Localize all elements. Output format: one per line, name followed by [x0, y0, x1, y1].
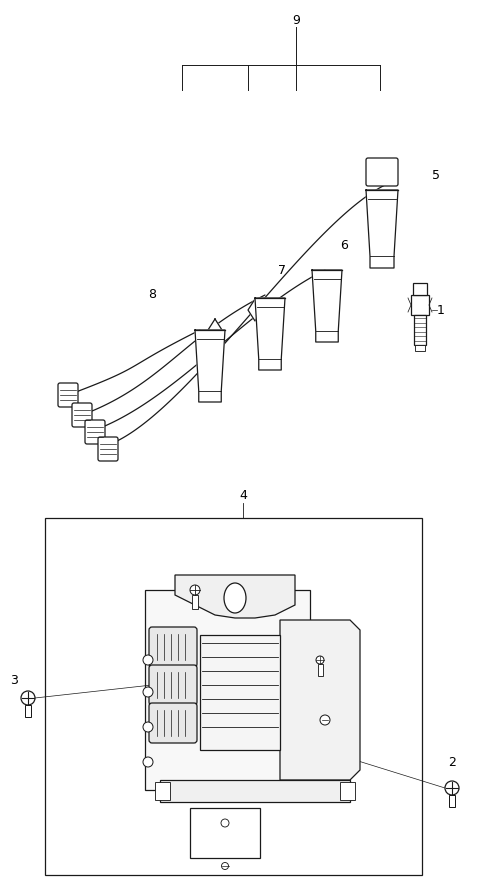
Circle shape [316, 656, 324, 664]
Bar [318, 664, 323, 676]
Text: 5: 5 [432, 168, 440, 182]
Bar [45, 518, 422, 875]
Text: 1: 1 [437, 304, 445, 316]
Bar [160, 780, 350, 802]
Polygon shape [145, 590, 310, 790]
FancyBboxPatch shape [149, 703, 197, 743]
Polygon shape [312, 270, 342, 342]
Ellipse shape [224, 583, 246, 613]
Circle shape [143, 687, 153, 697]
Bar [340, 782, 355, 800]
FancyBboxPatch shape [366, 158, 398, 186]
FancyBboxPatch shape [58, 383, 78, 407]
Circle shape [445, 781, 459, 795]
Bar [25, 705, 31, 717]
Bar [414, 315, 426, 345]
Polygon shape [175, 575, 295, 618]
Bar [413, 283, 427, 295]
Circle shape [143, 722, 153, 732]
Text: 6: 6 [340, 238, 348, 252]
Polygon shape [255, 298, 285, 370]
FancyBboxPatch shape [85, 420, 105, 444]
Circle shape [320, 715, 330, 725]
Circle shape [190, 585, 200, 595]
Text: 2: 2 [448, 756, 456, 768]
Bar [200, 635, 280, 750]
Text: 4: 4 [239, 488, 247, 501]
Bar [155, 782, 170, 800]
Circle shape [143, 655, 153, 665]
Polygon shape [208, 319, 222, 341]
Text: 9: 9 [292, 13, 300, 27]
Circle shape [143, 757, 153, 767]
FancyBboxPatch shape [149, 627, 197, 667]
Polygon shape [280, 620, 360, 780]
Circle shape [21, 691, 35, 705]
Polygon shape [248, 299, 262, 321]
Bar [415, 345, 425, 351]
Text: 3: 3 [10, 673, 18, 687]
Bar [190, 808, 260, 858]
Bar [449, 795, 455, 807]
Bar [192, 595, 198, 609]
Text: 8: 8 [148, 289, 156, 301]
FancyBboxPatch shape [149, 665, 197, 705]
FancyBboxPatch shape [98, 437, 118, 461]
Polygon shape [366, 190, 398, 268]
Polygon shape [195, 330, 225, 402]
Circle shape [221, 862, 228, 869]
FancyBboxPatch shape [72, 403, 92, 427]
Bar [411, 295, 429, 315]
Circle shape [221, 819, 229, 827]
Text: 7: 7 [278, 263, 286, 276]
